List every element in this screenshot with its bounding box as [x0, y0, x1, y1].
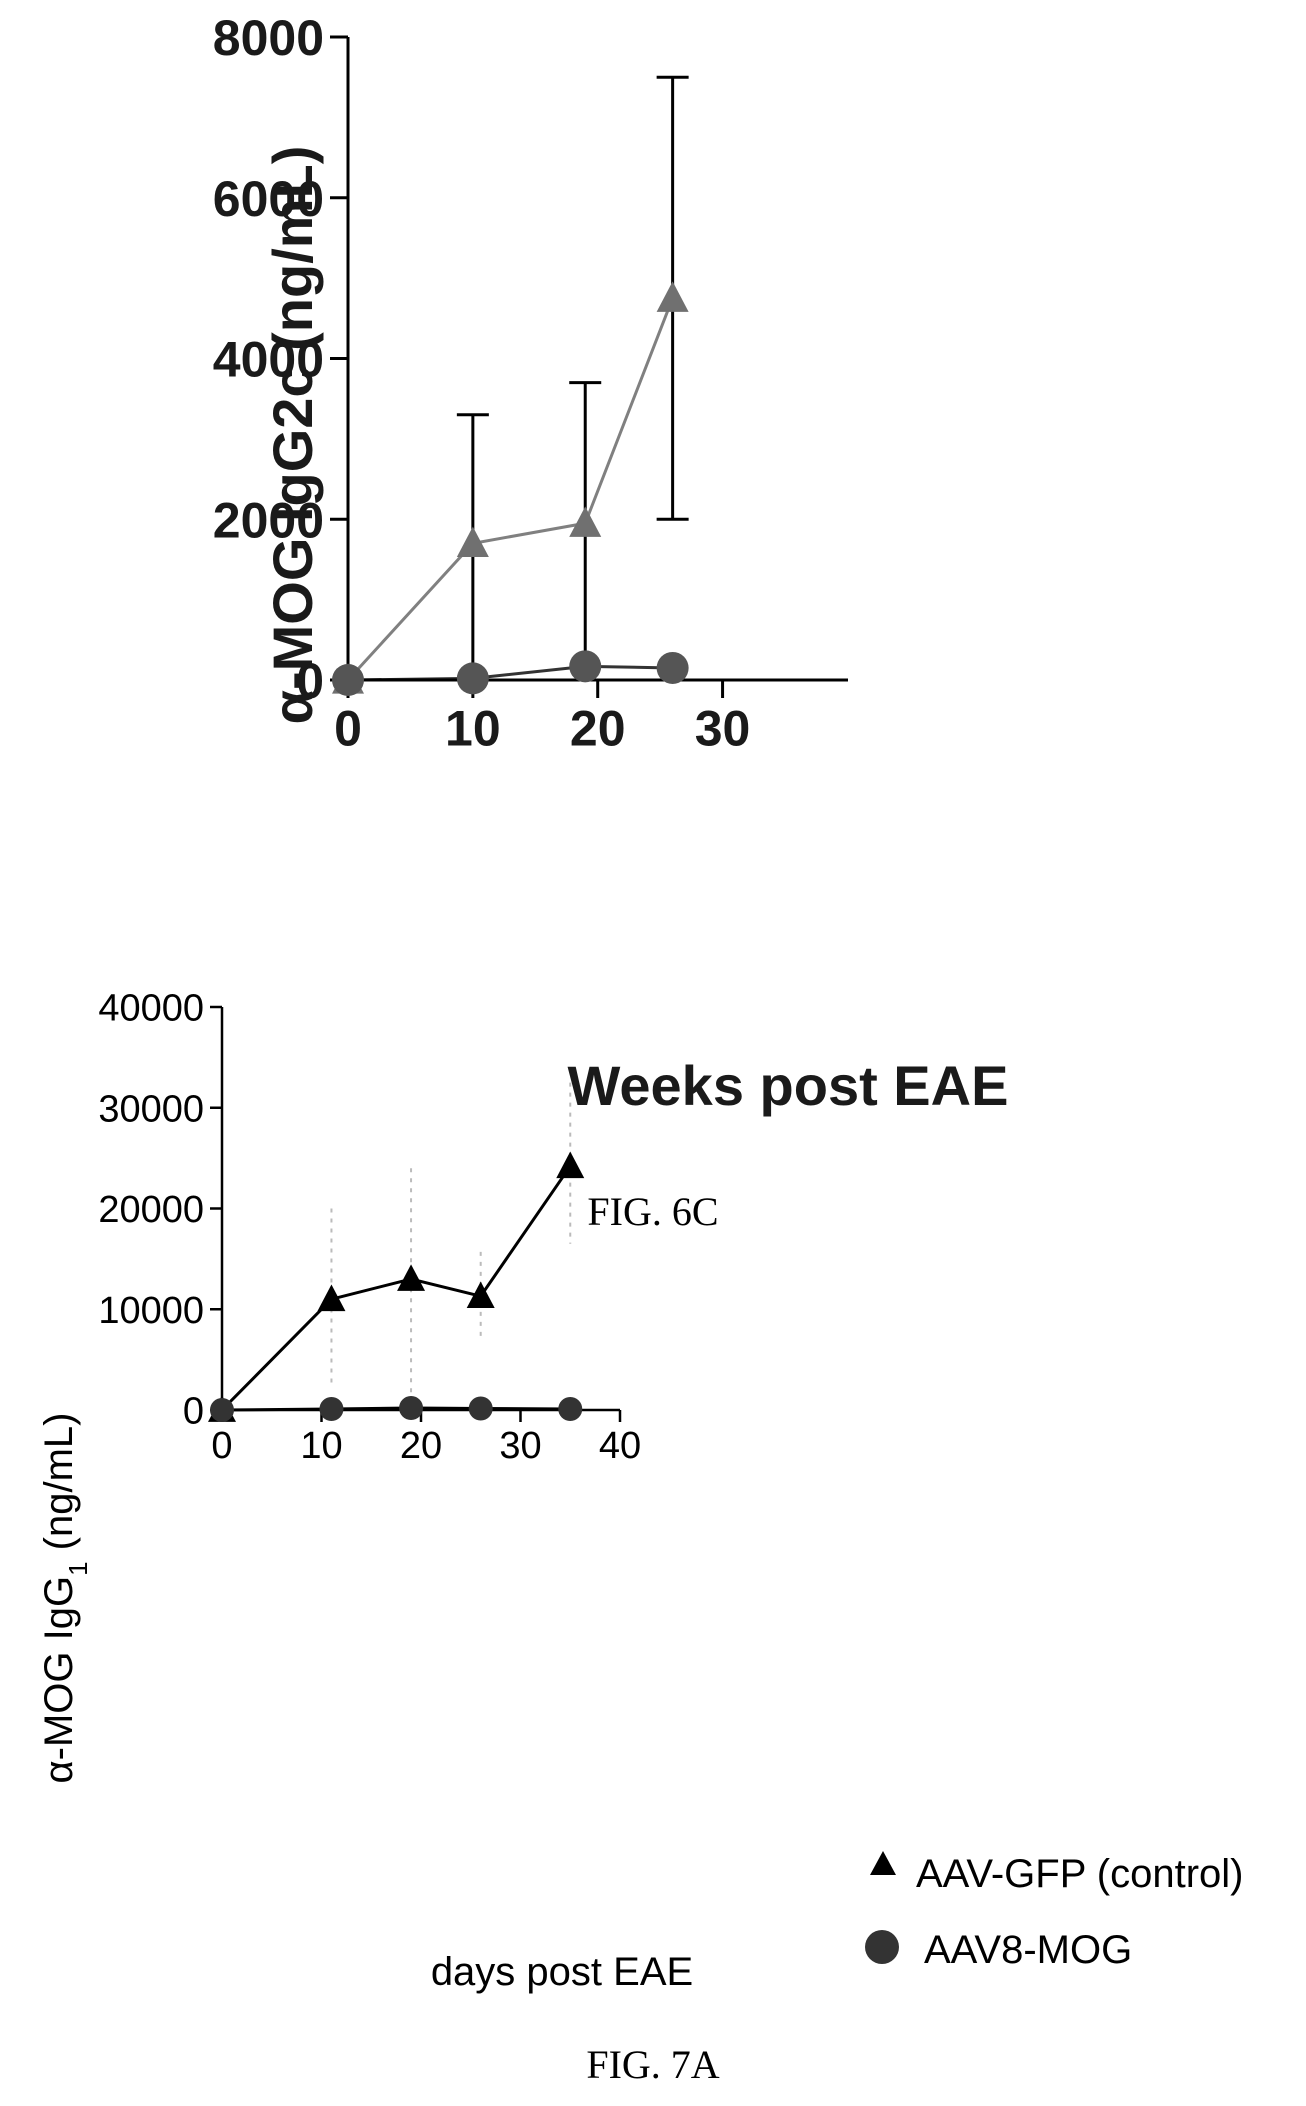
fig7a-legend: AAV-GFP (control) AAV8-MOG [865, 1851, 1244, 1972]
y-tick-label: 0 [296, 653, 324, 709]
data-point-circle [558, 1396, 583, 1421]
data-point-circle [656, 651, 689, 684]
y-tick-label: 8000 [213, 10, 324, 66]
fig6c-caption: FIG. 6C [587, 1189, 718, 1234]
fig7a-y-axis-label: α-MOG IgG1 (ng/mL) [37, 1413, 93, 1784]
data-point-circle [569, 650, 602, 683]
fig7a-x-axis-label: days post EAE [431, 1950, 693, 1994]
legend-label-aav8-mog: AAV8-MOG [924, 1928, 1132, 1972]
y-tick-label: 20000 [98, 1189, 204, 1231]
fig6c-markers [332, 281, 689, 696]
fig6c-y-ticks: 0 2000 4000 6000 8000 [213, 10, 324, 709]
data-point-triangle [466, 1281, 495, 1309]
x-tick-label: 0 [334, 701, 362, 757]
legend-triangle-icon [870, 1851, 896, 1875]
y-tick-label: 40000 [98, 988, 204, 1030]
y-tick-label: 30000 [98, 1088, 204, 1130]
y-tick-label: 4000 [213, 332, 324, 388]
data-point-triangle [556, 1151, 585, 1179]
fig6c-error-bars [456, 75, 689, 680]
x-tick-label: 20 [570, 701, 626, 757]
legend-circle-icon [865, 1930, 899, 1964]
x-tick-label: 10 [445, 701, 501, 757]
x-tick-label: 30 [695, 701, 751, 757]
fig7a-error-bars [330, 1082, 572, 1410]
fig6c-chart: 0 2000 4000 6000 8000 0 10 20 30 α-MOG IgG2c (n… [213, 10, 1009, 1117]
x-tick-label: 20 [400, 1425, 442, 1467]
x-tick-label: 40 [599, 1425, 641, 1467]
fig6c-axes [330, 35, 848, 698]
fig6c-lines [346, 297, 675, 682]
fig7a-caption: FIG. 7A [586, 2042, 719, 2087]
fig7a-markers [208, 1151, 585, 1422]
data-point-circle [468, 1396, 493, 1421]
fig7a-y-ticks: 0 10000 20000 30000 40000 [98, 988, 204, 1433]
data-point-triangle [569, 506, 602, 537]
fig6c-x-axis-label: Weeks post EAE [568, 1054, 1009, 1117]
y-tick-label: 10000 [98, 1290, 204, 1332]
y-tick-label: 2000 [213, 492, 324, 548]
fig7a-chart: 0 10000 20000 30000 40000 0 10 20 30 40 α-MOG Ig… [37, 988, 1244, 1994]
data-point-circle [456, 662, 489, 695]
y-tick-label: 0 [183, 1391, 204, 1433]
series-line [346, 297, 675, 682]
data-point-circle [332, 664, 364, 696]
fig6c-y-axis-label: α-MOG IgG2c (ng/mL) [261, 146, 324, 725]
data-point-circle [319, 1396, 344, 1421]
data-point-triangle [656, 281, 689, 312]
x-tick-label: 30 [499, 1425, 541, 1467]
x-tick-label: 0 [211, 1425, 232, 1467]
series-line [220, 1165, 572, 1412]
legend-label-aav-gfp: AAV-GFP (control) [916, 1852, 1244, 1896]
fig6c-x-ticks: 0 10 20 30 [334, 701, 750, 757]
data-point-circle [210, 1398, 234, 1422]
data-point-circle [399, 1395, 424, 1420]
fig7a-x-ticks: 0 10 20 30 40 [211, 1425, 641, 1467]
data-point-triangle [317, 1284, 346, 1312]
y-tick-label: 6000 [213, 171, 324, 227]
x-tick-label: 10 [300, 1425, 342, 1467]
fig7a-lines [220, 1165, 572, 1412]
data-point-triangle [456, 526, 489, 557]
series-line [347, 664, 673, 682]
data-point-triangle [397, 1264, 426, 1291]
